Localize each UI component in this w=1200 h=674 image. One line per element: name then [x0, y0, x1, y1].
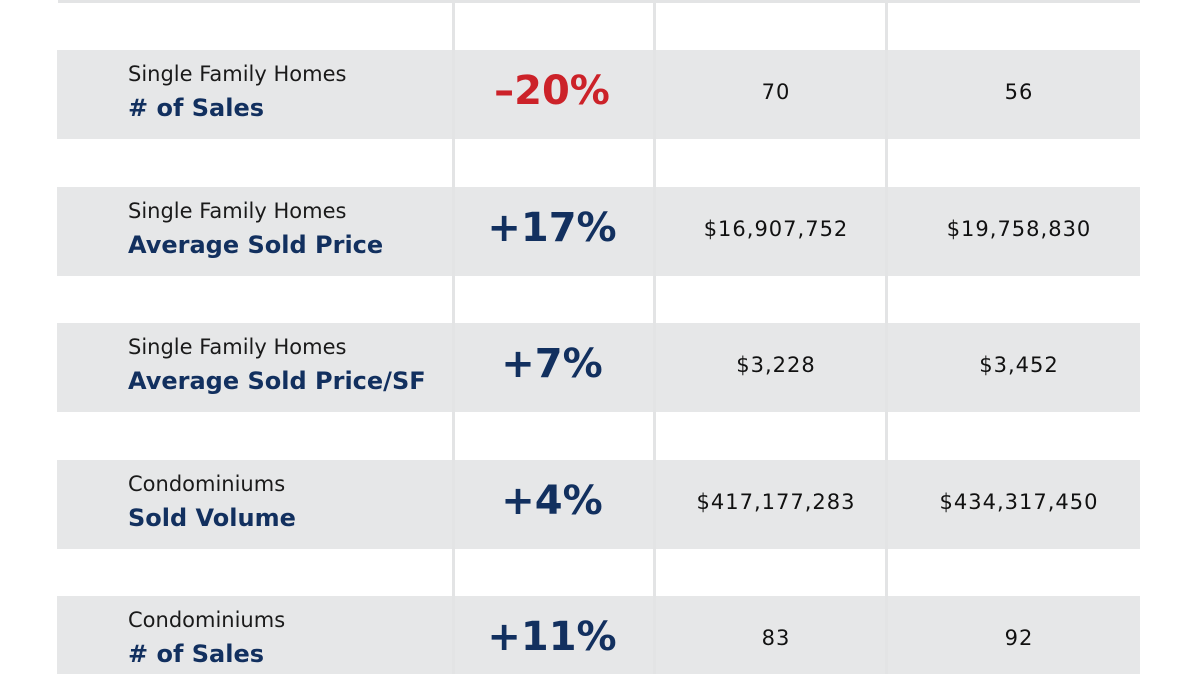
column-divider — [885, 0, 888, 674]
column-divider — [452, 0, 455, 674]
value-current: 92 — [1004, 626, 1034, 650]
row-metric: Average Sold Price — [128, 231, 384, 259]
change-percent: +7% — [501, 341, 603, 387]
row-metric: Average Sold Price/SF — [128, 367, 426, 395]
row-category: Single Family Homes — [128, 335, 347, 359]
value-current: 56 — [1004, 80, 1034, 104]
row-metric: Sold Volume — [128, 504, 296, 532]
row-band — [57, 596, 1140, 674]
row-band — [57, 50, 1140, 139]
value-previous: 83 — [761, 626, 791, 650]
value-previous: $417,177,283 — [696, 490, 856, 514]
value-current: $19,758,830 — [946, 217, 1092, 241]
change-percent: +17% — [487, 205, 617, 251]
change-percent: +11% — [487, 614, 617, 660]
top-rule — [58, 0, 1140, 3]
value-previous: $16,907,752 — [703, 217, 849, 241]
row-metric: # of Sales — [128, 640, 265, 668]
value-current: $434,317,450 — [939, 490, 1099, 514]
value-previous: $3,228 — [736, 353, 816, 377]
change-percent: +4% — [501, 478, 603, 524]
row-category: Single Family Homes — [128, 199, 347, 223]
row-category: Condominiums — [128, 608, 286, 632]
row-metric: # of Sales — [128, 94, 265, 122]
row-band — [57, 460, 1140, 549]
row-band — [57, 323, 1140, 412]
row-category: Single Family Homes — [128, 62, 347, 86]
row-category: Condominiums — [128, 472, 286, 496]
change-percent: –20% — [494, 68, 610, 114]
column-divider — [653, 0, 656, 674]
value-current: $3,452 — [979, 353, 1059, 377]
row-band — [57, 187, 1140, 276]
value-previous: 70 — [761, 80, 791, 104]
